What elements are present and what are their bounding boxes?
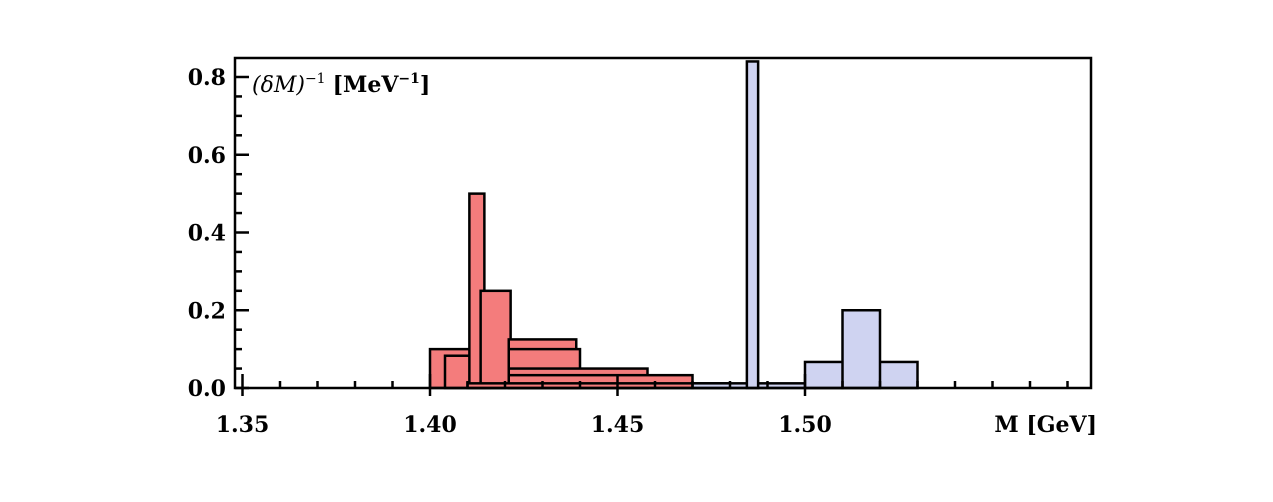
y-tick-label: 0.8 xyxy=(188,65,226,91)
plot-frame xyxy=(233,56,1093,390)
y-tick-label: 0.6 xyxy=(188,143,226,169)
bar-blue-11 xyxy=(841,309,882,390)
x-tick-label: 1.50 xyxy=(778,412,832,438)
y-tick-label: 0.4 xyxy=(188,221,226,247)
x-tick-label: 1.35 xyxy=(216,412,270,438)
x-tick-label: 1.45 xyxy=(591,412,645,438)
chart-annotation: (δM)−1 [MeV−1] xyxy=(252,71,430,98)
y-tick-label: 0.0 xyxy=(188,376,226,402)
x-tick-label: 1.40 xyxy=(403,412,457,438)
bar-red-3 xyxy=(479,289,512,390)
y-tick-label: 0.2 xyxy=(188,298,226,324)
x-axis-label: M [GeV] xyxy=(994,412,1097,438)
labels-layer: 1.35 1.40 1.45 1.50 0.0 0.2 0.4 0.6 0.8 xyxy=(188,65,832,438)
bar-blue-12 xyxy=(745,60,760,390)
bars-layer xyxy=(428,60,919,390)
ticks-layer xyxy=(235,75,1069,396)
